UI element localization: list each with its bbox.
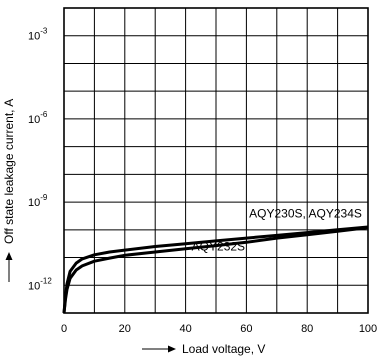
- x-axis-label-group: Load voltage, V: [142, 342, 265, 356]
- x-tick-label: 0: [61, 323, 67, 335]
- y-axis-arrow-head: [5, 252, 13, 260]
- x-axis-arrow-head: [168, 345, 176, 353]
- series-line-0: [62, 225, 369, 314]
- series-line-1: [62, 226, 369, 314]
- series-label-aqy232s: AQY232S: [192, 240, 245, 254]
- y-tick-exponent: -6: [40, 110, 48, 119]
- y-tick-label: 10-6: [28, 110, 48, 126]
- y-axis-label-group: Off state leakage current, A: [2, 99, 16, 282]
- x-tick-label: 20: [119, 323, 131, 335]
- tick-labels: 0 20 40 60 80 100 10-12 10-9 10-6 10-3: [28, 27, 377, 335]
- x-tick-label: 80: [301, 323, 313, 335]
- x-axis-label: Load voltage, V: [182, 342, 265, 356]
- x-tick-label: 60: [240, 323, 252, 335]
- x-tick-label: 100: [359, 323, 377, 335]
- grid: [64, 8, 368, 313]
- y-tick-exponent: -12: [40, 276, 52, 285]
- y-tick-label: 10-9: [28, 193, 48, 209]
- y-tick-exponent: -9: [40, 193, 48, 202]
- x-tick-label: 40: [179, 323, 191, 335]
- plot-frame: [63, 7, 369, 314]
- y-tick-label: 10-12: [28, 276, 52, 292]
- y-tick-exponent: -3: [40, 27, 48, 36]
- y-tick-label: 10-3: [28, 27, 48, 43]
- series-layer: [62, 225, 369, 314]
- y-axis-label: Off state leakage current, A: [2, 99, 16, 244]
- series-label-aqy230s-aqy234s: AQY230S, AQY234S: [249, 206, 362, 220]
